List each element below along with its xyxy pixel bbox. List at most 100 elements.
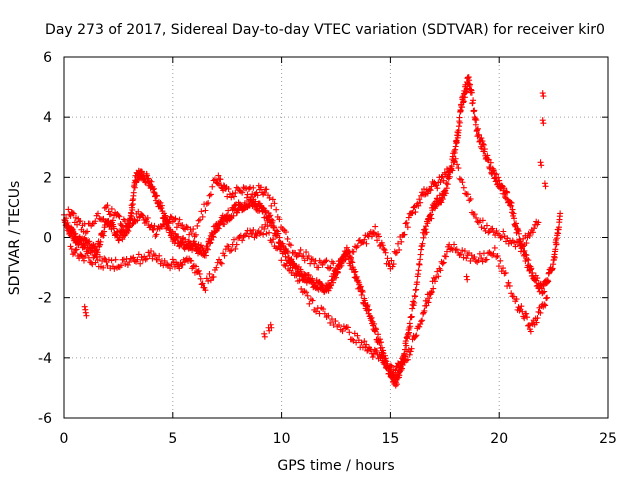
scatter-point xyxy=(464,276,471,283)
chart-title: Day 273 of 2017, Sidereal Day-to-day VTE… xyxy=(45,22,605,38)
scatter-point xyxy=(116,213,123,220)
scatter-point xyxy=(416,323,423,330)
scatter-point xyxy=(419,317,426,324)
scatter-point xyxy=(109,217,116,224)
scatter-point xyxy=(498,234,505,241)
scatter-point xyxy=(384,255,391,262)
scatter-point xyxy=(360,239,367,246)
scatter-point xyxy=(124,261,131,268)
scatter-point xyxy=(83,312,90,319)
scatter-point xyxy=(207,277,214,284)
scatter-point xyxy=(195,217,202,224)
scatter-point xyxy=(432,278,439,285)
scatter-point xyxy=(466,77,473,84)
scatter-point xyxy=(128,213,135,220)
scatter-point xyxy=(254,192,261,199)
data-points xyxy=(61,74,564,389)
scatter-point xyxy=(85,239,92,246)
scatter-point xyxy=(239,189,246,196)
scatter-point xyxy=(221,221,228,228)
scatter-point xyxy=(256,230,263,237)
scatter-point xyxy=(342,325,349,332)
scatter-point xyxy=(267,212,274,219)
scatter-point xyxy=(508,199,515,206)
scatter-point xyxy=(224,243,231,250)
scatter-point xyxy=(442,190,449,197)
scatter-point xyxy=(497,234,504,241)
scatter-point xyxy=(206,270,213,277)
scatter-point xyxy=(328,316,335,323)
scatter-point xyxy=(407,323,414,330)
scatter-point xyxy=(437,267,444,274)
scatter-point xyxy=(539,289,546,296)
scatter-point xyxy=(511,215,518,222)
scatter-point xyxy=(395,360,402,367)
scatter-point xyxy=(225,185,232,192)
scatter-point xyxy=(194,222,201,229)
scatter-point xyxy=(65,206,72,213)
scatter-point xyxy=(167,265,174,272)
scatter-point xyxy=(315,264,322,271)
scatter-point xyxy=(279,250,286,257)
scatter-point xyxy=(96,253,103,260)
scatter-point xyxy=(75,242,82,249)
scatter-point xyxy=(325,312,332,319)
scatter-point xyxy=(188,257,195,264)
scatter-point xyxy=(471,211,478,218)
scatter-point xyxy=(468,89,475,96)
scatter-point xyxy=(376,242,383,249)
scatter-point xyxy=(442,253,449,260)
scatter-point xyxy=(169,256,176,263)
scatter-point xyxy=(99,216,106,223)
scatter-point xyxy=(130,189,137,196)
scatter-point xyxy=(382,357,389,364)
scatter-point xyxy=(375,233,382,240)
scatter-point xyxy=(490,229,497,236)
scatter-point xyxy=(326,265,333,272)
scatter-point xyxy=(282,253,289,260)
scatter-point xyxy=(402,353,409,360)
scatter-point xyxy=(111,265,118,272)
scatter-point xyxy=(293,272,300,279)
scatter-point xyxy=(171,216,178,223)
scatter-point xyxy=(260,231,267,238)
scatter-point xyxy=(95,210,101,217)
scatter-point xyxy=(485,229,492,236)
scatter-point xyxy=(305,271,312,278)
scatter-point xyxy=(232,189,239,196)
scatter-point xyxy=(253,232,260,239)
scatter-point xyxy=(475,131,482,138)
x-tick-label: 0 xyxy=(60,431,69,447)
scatter-point xyxy=(176,216,183,223)
scatter-point xyxy=(524,314,531,321)
scatter-point xyxy=(537,159,544,166)
scatter-point xyxy=(500,228,507,235)
scatter-point xyxy=(197,275,204,282)
scatter-point xyxy=(175,233,182,240)
scatter-point xyxy=(411,299,418,306)
scatter-point xyxy=(213,264,220,271)
scatter-point xyxy=(134,256,141,263)
scatter-point xyxy=(339,328,346,335)
scatter-point xyxy=(190,226,197,233)
scatter-point xyxy=(494,252,501,259)
scatter-point xyxy=(70,210,77,217)
y-tick-label: -2 xyxy=(38,291,52,307)
scatter-point xyxy=(463,273,470,280)
scatter-point xyxy=(539,90,546,97)
scatter-point xyxy=(497,257,504,264)
scatter-point xyxy=(443,248,450,255)
scatter-point xyxy=(276,216,283,223)
scatter-point xyxy=(540,120,547,127)
scatter-point xyxy=(163,225,170,232)
scatter-point xyxy=(131,258,138,265)
scatter-point xyxy=(263,186,270,193)
scatter-point xyxy=(276,234,283,241)
scatter-point xyxy=(490,167,497,174)
scatter-point xyxy=(82,309,89,316)
scatter-point xyxy=(235,235,242,242)
scatter-point xyxy=(403,219,410,226)
scatter-point xyxy=(120,256,127,263)
scatter-point xyxy=(455,123,462,130)
scatter-point xyxy=(296,277,303,284)
